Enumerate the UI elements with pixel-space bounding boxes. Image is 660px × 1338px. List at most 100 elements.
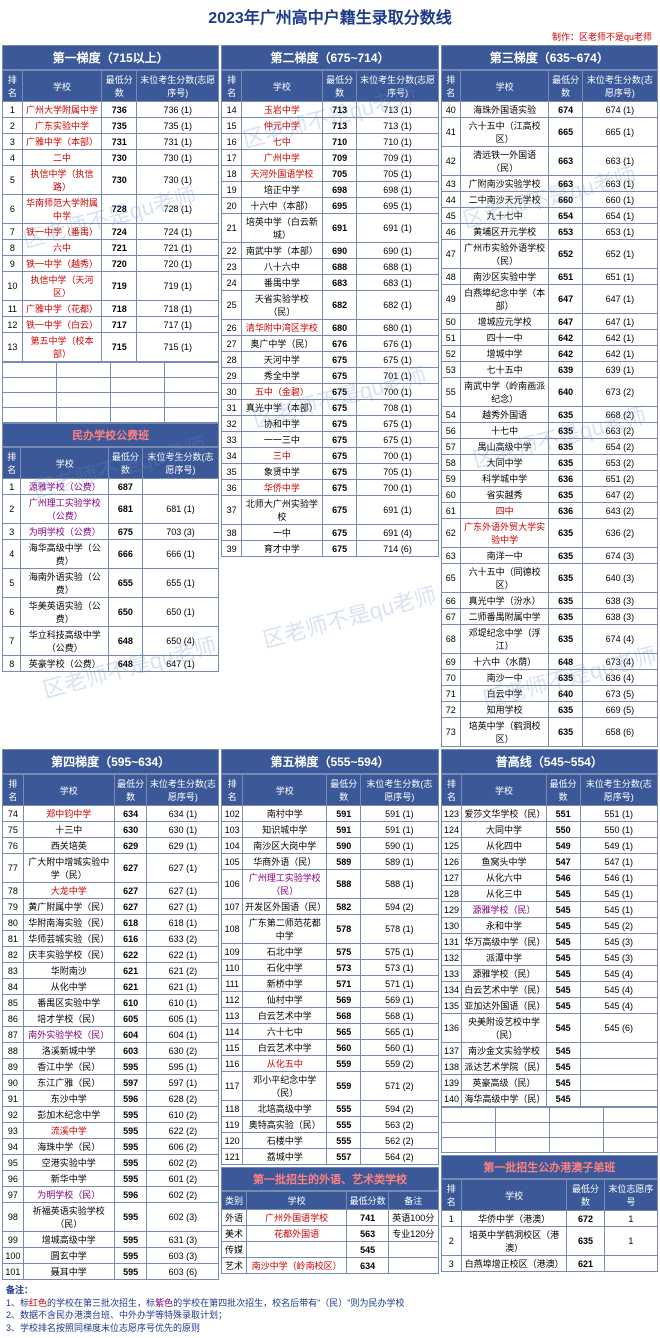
cell-last: 630 (1)	[147, 822, 219, 838]
cell-rank: 15	[222, 118, 242, 134]
cell-rank: 93	[3, 1123, 24, 1139]
cell-rank: 27	[222, 336, 242, 352]
cell-rank: 70	[441, 670, 460, 686]
table-row: 3 广雅中学（本部） 731 731 (1)	[3, 134, 219, 150]
cell-score: 595	[114, 1123, 147, 1139]
art-header: 第一批招生的外语、艺术类学校	[221, 1167, 438, 1191]
cell-rank: 56	[441, 423, 460, 439]
cell-score: 610	[114, 995, 147, 1011]
cell-score: 666	[109, 540, 143, 569]
table-row: 46 黄埔区开元学校 653 653 (1)	[441, 224, 657, 240]
cell-school: 白云中学	[460, 686, 549, 702]
cell-last: 652 (1)	[582, 240, 657, 269]
table-row: 75 十三中 630 630 (1)	[3, 822, 219, 838]
cell-rank: 6	[3, 195, 23, 224]
cell-school: 十六中（本部）	[241, 198, 322, 214]
cell-rank: 18	[222, 166, 242, 182]
table-row: 109 石北中学 575 575 (1)	[222, 944, 438, 960]
cell-score: 595	[114, 1171, 147, 1187]
cell-school: 从化中学	[23, 979, 114, 995]
cell-last: 665 (1)	[582, 118, 657, 147]
cell-score: 636	[549, 471, 582, 487]
cell-rank: 68	[441, 625, 460, 654]
cell-last: 642 (1)	[582, 346, 657, 362]
cell-last: 628 (2)	[147, 1091, 219, 1107]
cell-school: 华附南海实验（民）	[23, 915, 114, 931]
cell-score: 547	[546, 854, 580, 870]
cell-score: 735	[102, 118, 137, 134]
table-row: 51 四十一中 642 642 (1)	[441, 330, 657, 346]
table-row: 37 北师大广州实验学校 675 691 (1)	[222, 496, 438, 525]
cell-score: 675	[322, 448, 357, 464]
table-row: 39 育才中学 675 714 (6)	[222, 541, 438, 557]
cell-rank: 3	[3, 134, 23, 150]
cell-last: 578 (1)	[361, 915, 438, 944]
cell-rank: 11	[3, 301, 23, 317]
th-school: 学校	[461, 1180, 566, 1211]
cell-last: 715 (1)	[137, 333, 219, 362]
cell-cat: 美术	[222, 1226, 246, 1242]
cell-last: 675 (1)	[357, 432, 438, 448]
table-row: 70 南沙一中 635 636 (4)	[441, 670, 657, 686]
cell-score: 635	[549, 564, 582, 593]
cell-score: 719	[102, 272, 137, 301]
cell-score: 647	[549, 285, 582, 314]
cell-school: 二中	[22, 150, 102, 166]
table-row: 24 番禺中学 683 683 (1)	[222, 275, 438, 291]
cell-rank: 51	[441, 330, 460, 346]
cell-school: 培才学校（民）	[23, 1011, 114, 1027]
cell-last: 700 (1)	[357, 480, 438, 496]
cell-school: 南村中学	[243, 806, 327, 822]
cell-last: 713 (1)	[357, 102, 438, 118]
cell-last: 618 (1)	[147, 915, 219, 931]
cell-school: 聂耳中学	[23, 1264, 114, 1280]
cell-school: 新桥中学	[243, 976, 327, 992]
th-rank: 排名	[441, 1180, 461, 1211]
col-mid: 第二梯度（675~714） 排名 学校 最低分数 末位考生分数(志愿序号) 14…	[221, 45, 438, 747]
th-last: 末位考生分数(志愿序号)	[137, 71, 219, 102]
cell-score: 663	[549, 147, 582, 176]
cell-last: 718 (1)	[137, 301, 219, 317]
cell-rank: 7	[3, 627, 21, 656]
cell-rank: 129	[441, 902, 462, 918]
cell-score: 551	[546, 806, 580, 822]
cell-score: 687	[109, 479, 143, 495]
cell-score: 675	[322, 432, 357, 448]
cell-score: 690	[322, 243, 357, 259]
cell-last: 571 (1)	[361, 976, 438, 992]
tier5-header: 第五梯度（555~594）	[221, 749, 438, 774]
table-row: 47 广州市实验外语学校（民） 652 652 (1)	[441, 240, 657, 269]
cell-school: 培正中学	[241, 182, 322, 198]
table-row: 138 派达艺术学院（民） 545	[441, 1059, 657, 1075]
cell-last: 647 (1)	[582, 285, 657, 314]
cell-school: 南洋一中	[460, 548, 549, 564]
cell-score: 640	[549, 378, 582, 407]
th-school: 学校	[241, 71, 322, 102]
cell-rank: 95	[3, 1155, 24, 1171]
cell-rank: 113	[222, 1008, 243, 1024]
cell-score: 595	[114, 1139, 147, 1155]
cell-last	[142, 479, 219, 495]
cell-score: 627	[114, 883, 147, 899]
page-maker: 制作：区老师不是qu老师	[0, 30, 660, 45]
cell-score: 591	[327, 806, 361, 822]
cell-school: 十七中	[460, 423, 549, 439]
empty-row	[3, 408, 219, 423]
cell-last: 606 (2)	[147, 1139, 219, 1155]
cell-school: 广东第二师范花都中学	[243, 915, 327, 944]
cell-rank: 57	[441, 439, 460, 455]
table-row: 10 执信中学（天河区） 719 719 (1)	[3, 272, 219, 301]
cell-score: 635	[549, 407, 582, 423]
cell-school: 铁一中学（番禺）	[22, 224, 102, 240]
cell-school: 荔城中学	[243, 1149, 327, 1165]
cell-score: 618	[114, 915, 147, 931]
cell-score: 635	[549, 702, 582, 718]
table-row: 外语 广州外国语学校 741 英语100分	[222, 1210, 438, 1226]
cell-school: 源雅学校（民）	[462, 902, 546, 918]
cell-score: 724	[102, 224, 137, 240]
table-row: 28 天河中学 675 675 (1)	[222, 352, 438, 368]
cell-rank: 66	[441, 593, 460, 609]
th-school: 学校	[246, 1192, 347, 1210]
cell-rank: 48	[441, 269, 460, 285]
cell-last: 545 (4)	[580, 982, 657, 998]
